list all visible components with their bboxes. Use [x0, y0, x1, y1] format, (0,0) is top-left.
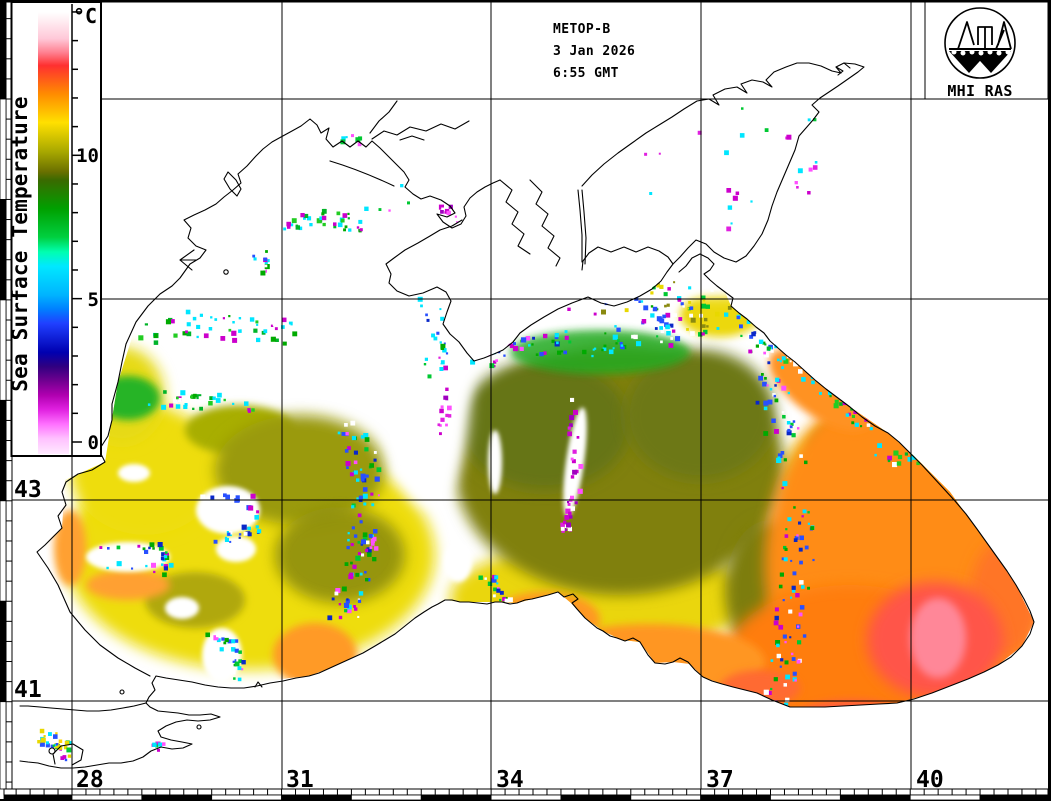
colorbar-unit-label: °C: [73, 4, 97, 28]
graticule-labels: 43 41 28 31 34 37 40: [14, 477, 944, 793]
coastline-crimea: [385, 219, 674, 362]
coastline-east-south: [19, 253, 1035, 769]
lon-label-31: 31: [286, 767, 314, 793]
coastline-tendra-spit: [329, 160, 395, 187]
logo-waves-icon: [949, 21, 1012, 73]
satellite-name: METOP-B: [553, 22, 611, 37]
coastline-west-northwest: [36, 118, 501, 677]
princes-island: [196, 724, 202, 730]
coastline-arabat-spit: [577, 189, 587, 265]
marmara-island: [48, 747, 56, 755]
acquisition-time: 6:55 GMT: [553, 66, 619, 81]
colorbar-tick-10: 10: [76, 145, 99, 167]
coastline-sakarya: [254, 681, 263, 688]
colorbar: Sea Surface Temperature °C 10 5 0: [8, 1, 102, 457]
coastline-don-delta: [835, 62, 851, 76]
lon-label-34: 34: [496, 767, 524, 793]
coastline-dniester-liman: [223, 171, 242, 197]
coastline-sivash-2: [529, 179, 561, 267]
logo-caption: MHI RAS: [947, 82, 1012, 100]
cold-front-speckles: [99, 184, 920, 707]
coastline-dnieper: [369, 100, 470, 141]
snake-island: [223, 269, 229, 275]
coastline-sivash: [499, 179, 531, 255]
coastline-danube-delta: [179, 249, 197, 271]
mhi-ras-logo: MHI RAS: [924, 1, 1049, 100]
colorbar-title: Sea Surface Temperature: [8, 96, 32, 391]
graticule-gridlines: [4, 2, 1048, 789]
colorbar-axis: [71, 4, 82, 455]
lon-label-37: 37: [706, 767, 734, 793]
coastline-layer: [19, 62, 1035, 769]
lat-label-43: 43: [14, 477, 42, 503]
acquisition-date: 3 Jan 2026: [553, 44, 635, 59]
terkos-lake: [119, 689, 125, 695]
colorbar-gradient: [38, 8, 69, 454]
colorbar-tick-5: 5: [88, 289, 99, 311]
lagoon-speckles: [37, 107, 818, 762]
lon-label-28: 28: [76, 767, 104, 793]
header-annotation: METOP-B 3 Jan 2026 6:55 GMT: [553, 22, 635, 81]
colorbar-tick-0: 0: [88, 432, 99, 454]
lon-label-40: 40: [916, 767, 944, 793]
logo-circle-icon: [944, 7, 1016, 79]
coastline-marmara-north: [19, 702, 147, 712]
lat-label-41: 41: [14, 677, 42, 703]
